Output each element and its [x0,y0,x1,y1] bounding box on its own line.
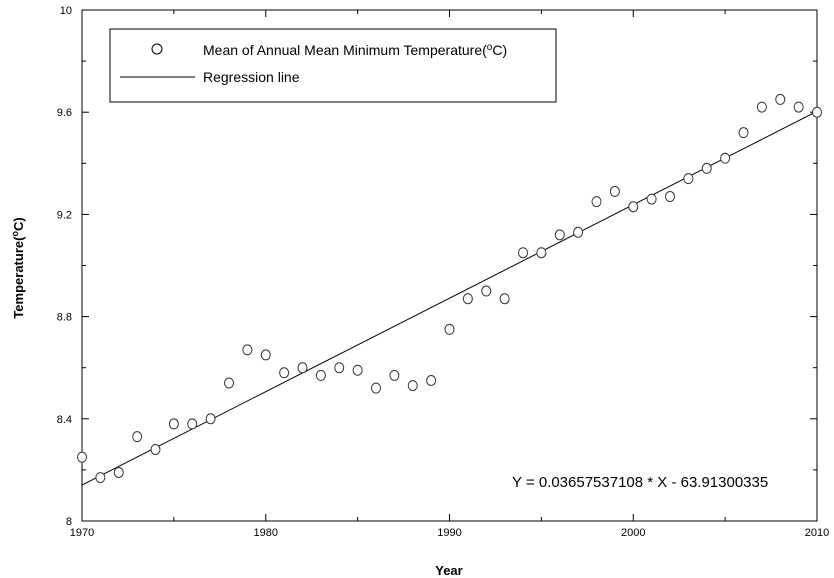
data-point [629,202,638,212]
data-point [188,419,197,429]
data-point [206,414,215,424]
data-point [757,102,766,112]
data-point [114,467,123,477]
data-point [721,153,730,163]
legend-label-suffix: C) [492,42,507,58]
data-point [225,378,234,388]
x-tick-label: 2000 [621,527,645,539]
data-point [537,248,546,258]
y-axis-title-suffix: C) [11,217,26,231]
legend-box [110,29,556,102]
data-point [133,432,142,442]
regression-equation: Y = 0.03657537108 * X - 63.91300335 [512,474,768,491]
x-axis-title: Year [435,563,462,578]
y-tick-label: 8.8 [57,312,72,324]
data-point [445,324,454,334]
data-point [169,419,178,429]
data-point [739,128,748,138]
legend-label-prefix: Mean of Annual Mean Minimum Temperature( [203,42,487,58]
data-point [261,350,270,360]
data-point [702,163,711,173]
y-tick-label: 9.2 [57,209,72,221]
y-tick-label: 8 [66,516,72,528]
y-tick-label: 10 [60,5,72,17]
legend-label-regression: Regression line [203,69,300,85]
data-point [96,473,105,483]
data-point [280,368,289,378]
x-tick-label: 1990 [437,527,461,539]
data-point [78,452,87,462]
data-point [610,186,619,196]
x-tick-label: 2010 [805,527,829,539]
data-points [78,94,822,482]
data-point [408,381,417,391]
data-point [463,294,472,304]
y-tick-label: 9.6 [57,107,72,119]
data-point [555,230,564,240]
data-point [243,345,252,355]
data-point [666,192,675,202]
data-point [298,363,307,373]
data-point [519,248,528,258]
data-point [647,194,656,204]
y-axis-title: Temperature(oC) [10,217,26,318]
x-tick-label: 1980 [254,527,278,539]
data-point [335,363,344,373]
data-point [574,227,583,237]
data-point [316,370,325,380]
legend-label-series: Mean of Annual Mean Minimum Temperature(… [203,42,507,58]
data-point [390,370,399,380]
data-point [372,383,381,393]
data-point [500,294,509,304]
legend: Mean of Annual Mean Minimum Temperature(… [110,29,556,102]
data-point [427,375,436,385]
data-point [151,444,160,454]
y-tick-label: 8.4 [57,414,72,426]
data-point [794,102,803,112]
data-point [684,174,693,184]
data-point [353,365,362,375]
data-point [813,107,822,117]
y-axis-title-prefix: Temperature( [11,236,26,319]
data-point [592,197,601,207]
data-point [776,94,785,104]
data-point [482,286,491,296]
x-tick-label: 1970 [70,527,94,539]
